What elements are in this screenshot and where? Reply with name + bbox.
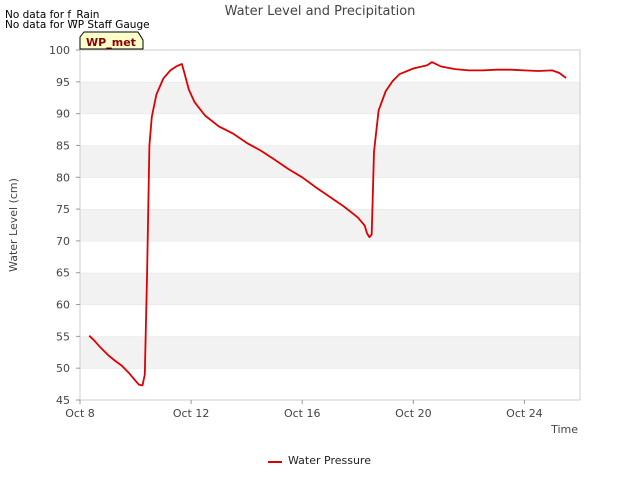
grid-band xyxy=(80,368,580,400)
x-tick-label: Oct 12 xyxy=(173,407,210,420)
grid-band xyxy=(80,272,580,305)
grid-band xyxy=(80,113,580,146)
x-tick-label: Oct 16 xyxy=(284,407,321,420)
grid-band xyxy=(80,81,580,114)
y-tick-label: 95 xyxy=(56,76,70,89)
x-tick-label: Oct 20 xyxy=(395,407,432,420)
legend-label: Water Pressure xyxy=(288,454,371,467)
grid-band xyxy=(80,336,580,369)
grid-band xyxy=(80,145,580,178)
y-tick-label: 75 xyxy=(56,203,70,216)
series-line-water-pressure xyxy=(88,61,567,387)
y-tick-label: 60 xyxy=(56,299,70,312)
grid-band xyxy=(80,50,580,82)
y-tick-label: 80 xyxy=(56,171,70,184)
y-tick-label: 85 xyxy=(56,139,70,152)
y-tick-label: 55 xyxy=(56,330,70,343)
x-axis-label: Time xyxy=(550,423,578,436)
chart-title: Water Level and Precipitation xyxy=(225,4,416,19)
grid-bands xyxy=(80,49,580,400)
notice-line: No data for f_Rain xyxy=(5,9,99,21)
y-tick-label: 90 xyxy=(56,108,70,121)
y-tick-label: 70 xyxy=(56,235,70,248)
x-tick-label: Oct 24 xyxy=(506,407,543,420)
y-tick-label: 50 xyxy=(56,362,70,375)
grid-band xyxy=(80,240,580,273)
grid-band xyxy=(80,209,580,241)
notice-line: No data for WP Staff Gauge xyxy=(5,19,150,31)
legend: Water Pressure xyxy=(268,454,371,467)
x-axis-ticks: Oct 8 Oct 12 Oct 16 Oct 20 Oct 24 xyxy=(65,400,543,420)
site-tag-box: WP_met xyxy=(79,31,144,50)
series-lines xyxy=(88,61,567,387)
y-tick-label: 100 xyxy=(49,44,70,57)
grid-band xyxy=(80,177,580,210)
plot-frame xyxy=(79,49,581,401)
y-axis-label: Water Level (cm) xyxy=(7,178,20,272)
x-tick-label: Oct 8 xyxy=(65,407,95,420)
grid-band xyxy=(80,304,580,337)
y-tick-label: 65 xyxy=(56,267,70,280)
site-tag-label: WP_met xyxy=(86,36,136,49)
y-axis-ticks: 45 50 55 60 65 70 75 80 85 90 95 100 xyxy=(49,44,80,407)
y-tick-label: 45 xyxy=(56,394,70,407)
